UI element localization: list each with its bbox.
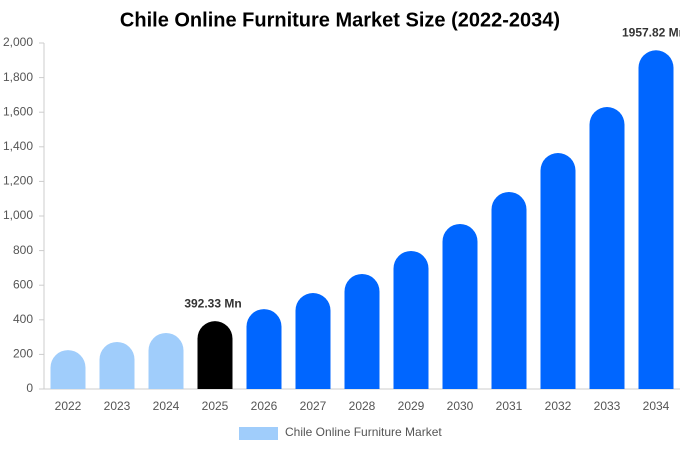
y-tick-label: 400 bbox=[13, 312, 33, 326]
bar bbox=[50, 350, 86, 389]
x-tick-label: 2030 bbox=[447, 399, 474, 413]
x-tick-label: 2031 bbox=[496, 399, 523, 413]
y-tick-label: 1,800 bbox=[3, 70, 33, 84]
y-tick-label: 2,000 bbox=[3, 35, 33, 49]
x-tick-label: 2022 bbox=[55, 399, 82, 413]
bar bbox=[638, 50, 674, 389]
bar bbox=[491, 191, 527, 389]
x-tick-label: 2028 bbox=[349, 399, 376, 413]
x-tick-label: 2025 bbox=[202, 399, 229, 413]
y-tick-label: 600 bbox=[13, 277, 33, 291]
x-tick-label: 2026 bbox=[251, 399, 278, 413]
x-tick-label: 2024 bbox=[153, 399, 180, 413]
chart-title: Chile Online Furniture Market Size (2022… bbox=[120, 9, 560, 31]
bar bbox=[197, 321, 233, 389]
y-tick-label: 1,000 bbox=[3, 208, 33, 222]
y-tick-label: 1,200 bbox=[3, 174, 33, 188]
x-tick-label: 2034 bbox=[643, 399, 670, 413]
bar bbox=[442, 223, 478, 389]
bar bbox=[99, 341, 135, 389]
x-tick-label: 2032 bbox=[545, 399, 572, 413]
y-tick-label: 800 bbox=[13, 243, 33, 257]
x-tick-label: 2033 bbox=[594, 399, 621, 413]
x-tick-label: 2023 bbox=[104, 399, 131, 413]
bar bbox=[589, 107, 625, 389]
legend-label: Chile Online Furniture Market bbox=[285, 425, 442, 439]
y-tick-label: 0 bbox=[26, 381, 33, 395]
bar bbox=[393, 250, 429, 389]
value-label: 1957.82 Mn bbox=[622, 25, 680, 39]
bar bbox=[246, 309, 282, 389]
x-tick-label: 2027 bbox=[300, 399, 327, 413]
y-tick-label: 200 bbox=[13, 347, 33, 361]
bar bbox=[148, 332, 184, 389]
x-tick-label: 2029 bbox=[398, 399, 425, 413]
y-tick-label: 1,600 bbox=[3, 104, 33, 118]
bar bbox=[295, 292, 331, 389]
value-label: 392.33 Mn bbox=[184, 296, 241, 310]
bar bbox=[540, 153, 576, 389]
y-tick-label: 1,400 bbox=[3, 139, 33, 153]
bar bbox=[344, 273, 380, 389]
legend-swatch bbox=[239, 427, 278, 440]
